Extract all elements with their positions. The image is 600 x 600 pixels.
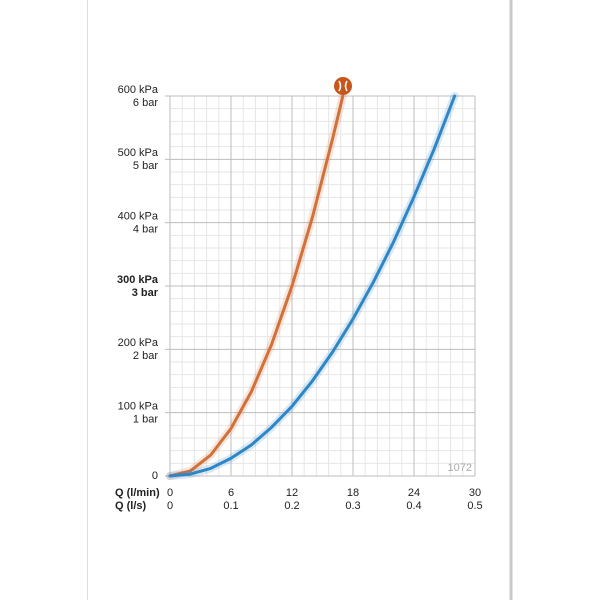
- x2-axis-label: Q (l/s): [115, 500, 147, 512]
- x2-tick-label: 0.3: [345, 500, 360, 512]
- line: [168, 94, 457, 478]
- y2-tick-label: 1 bar: [133, 414, 158, 426]
- x2-tick-label: 0.2: [284, 500, 299, 512]
- x-tick-label: 12: [286, 487, 298, 499]
- logo-circle: [334, 77, 352, 95]
- x2-tick-label: 0.5: [467, 500, 482, 512]
- y-tick-label: 200 kPa: [118, 337, 159, 349]
- logo-glyph: [338, 80, 348, 92]
- x-tick-label: 30: [469, 487, 481, 499]
- watermark: 1072: [448, 462, 472, 474]
- y2-tick-label: 6 bar: [133, 97, 158, 109]
- curves: [166, 92, 459, 480]
- y2-tick-label: 3 bar: [132, 287, 159, 299]
- y-tick-label: 600 kPa: [118, 84, 159, 96]
- x2-tick-label: 0.4: [406, 500, 421, 512]
- y2-tick-label: 5 bar: [133, 160, 158, 172]
- y2-tick-label: 4 bar: [133, 224, 158, 236]
- x-axis-label: Q (l/min): [115, 487, 160, 499]
- x2-tick-label: 0: [167, 500, 173, 512]
- x-tick-label: 0: [167, 487, 173, 499]
- y-tick-label: 300 kPa: [117, 274, 159, 286]
- line: [168, 94, 345, 478]
- x-tick-label: 18: [347, 487, 359, 499]
- grid: [165, 95, 476, 477]
- x-tick-label: 6: [228, 487, 234, 499]
- y2-tick-label: 2 bar: [133, 350, 158, 362]
- y-tick-label: 500 kPa: [118, 147, 159, 159]
- x-tick-label: 24: [408, 487, 420, 499]
- labels: 0 6 12 18 24 30 0 0.1 0.2 0.3 0.4 0.5 0 100 kPa 200 kP…: [115, 84, 483, 512]
- x2-tick-label: 0.1: [223, 500, 238, 512]
- y-tick-label: 100 kPa: [118, 401, 159, 413]
- y-tick-label: 0: [152, 470, 158, 482]
- logo-icon: [334, 77, 352, 95]
- y-tick-label: 400 kPa: [118, 211, 159, 223]
